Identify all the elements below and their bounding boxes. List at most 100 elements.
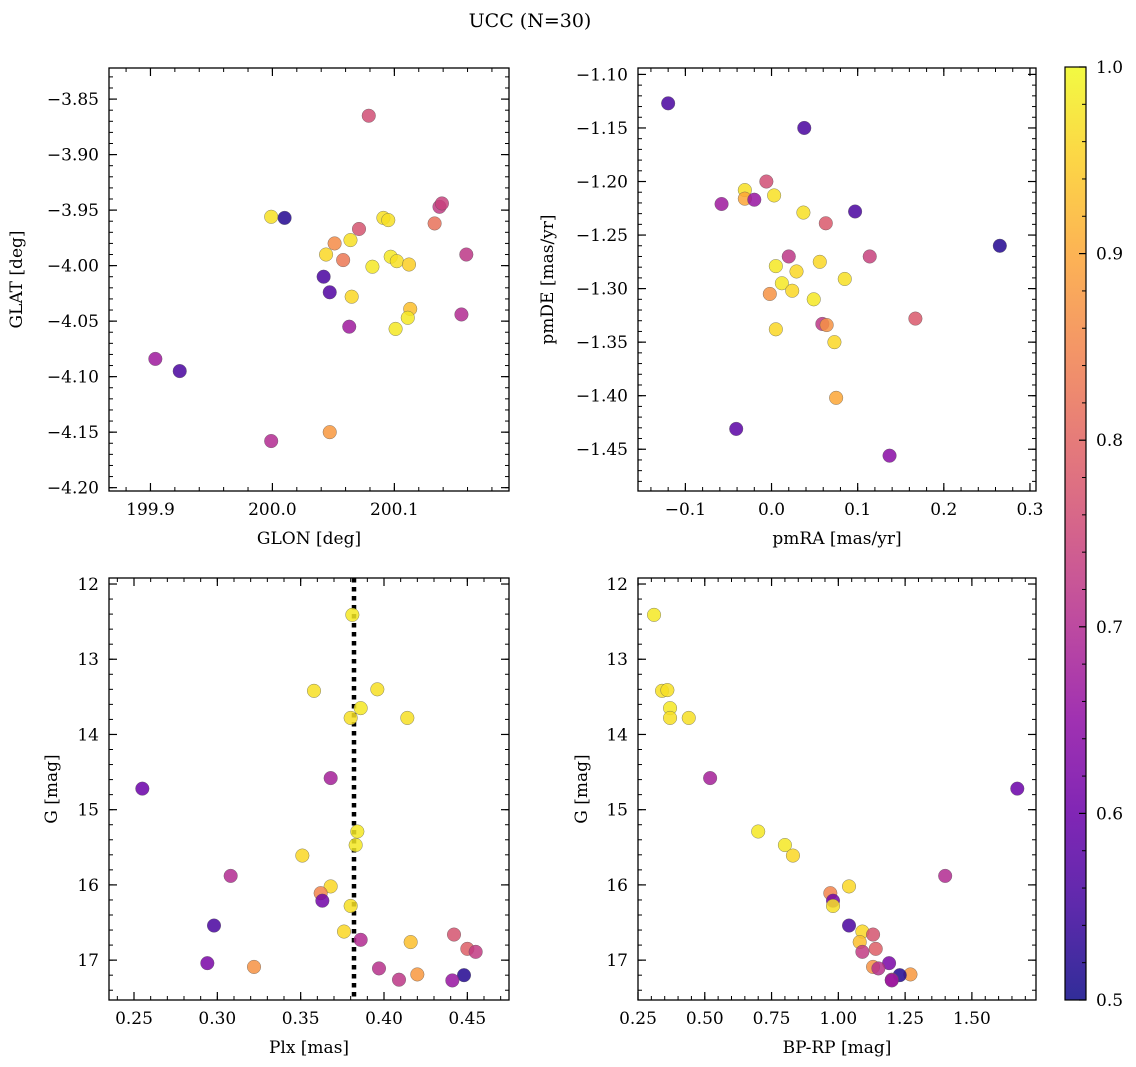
scatter-point	[747, 192, 762, 207]
scatter-point	[351, 221, 367, 237]
scatter-point	[768, 322, 783, 337]
scatter-point	[938, 868, 953, 883]
x-axis-label: BP-RP [mag]	[783, 1038, 892, 1058]
axes-frame	[108, 67, 510, 492]
scatter-point	[646, 607, 662, 622]
scatter-point	[345, 607, 360, 622]
axes-frame	[108, 577, 510, 1001]
x-axis-label: GLON [deg]	[257, 529, 361, 549]
scatter-point	[456, 968, 472, 983]
y-tick-label: −1.35	[576, 333, 628, 353]
scatter-point	[819, 317, 834, 333]
scatter-point	[148, 351, 163, 366]
y-tick-label: 17	[77, 951, 99, 971]
y-tick-label: 14	[606, 725, 628, 745]
scatter-point	[371, 961, 387, 976]
y-tick-label: −1.20	[576, 173, 628, 193]
colorbar-gradient	[1064, 66, 1087, 1001]
y-tick-label: 15	[606, 801, 628, 821]
x-tick-label: 1.25	[886, 1009, 924, 1029]
y-tick-label: −4.20	[47, 479, 99, 499]
scatter-point	[812, 254, 827, 269]
scatter-point	[223, 868, 238, 883]
x-tick-label: 0.1	[844, 500, 871, 520]
scatter-point	[767, 188, 782, 203]
scatter-point	[322, 285, 337, 300]
scatter-point	[400, 310, 415, 325]
scatter-point	[882, 448, 897, 463]
y-tick-label: −4.05	[47, 312, 99, 332]
scatter-point	[841, 918, 857, 933]
scatter-point	[343, 898, 358, 914]
scatter-point	[759, 174, 774, 189]
x-tick-label: 200.0	[248, 500, 297, 520]
scatter-point	[401, 257, 417, 272]
scatter-point	[389, 254, 404, 269]
y-tick-label: 12	[606, 575, 628, 595]
x-tick-label: 0.3	[1016, 500, 1043, 520]
scatter-point	[908, 311, 923, 326]
y-tick-label: 15	[77, 801, 99, 821]
colorbar-tick-label: 0.6	[1096, 804, 1123, 824]
y-tick-label: −4.00	[47, 257, 99, 277]
y-tick-label: 16	[77, 876, 99, 896]
scatter-point	[343, 233, 358, 248]
y-tick-label: 13	[606, 650, 628, 670]
y-tick-label: −4.15	[47, 423, 99, 443]
scatter-point	[866, 927, 881, 942]
scatter-point	[206, 918, 222, 933]
x-tick-label: 0.0	[758, 500, 785, 520]
scatter-point	[661, 96, 676, 111]
scatter-point	[871, 961, 886, 976]
colorbar-tick-label: 0.7	[1096, 618, 1123, 638]
scatter-point	[323, 879, 338, 894]
y-axis-label: G [mag]	[42, 754, 62, 823]
panel-2: −0.1 0.0 0.1 0.2 0.3 −1.10 −1.15 −1.20 −1.25 −1.3…	[538, 65, 1043, 549]
scatter-point	[322, 425, 337, 440]
y-tick-label: 12	[77, 575, 99, 595]
scatter-point	[370, 682, 385, 697]
y-tick-label: −1.15	[576, 119, 628, 139]
y-tick-label: 17	[606, 951, 628, 971]
scatter-point	[342, 319, 357, 334]
scatter-point	[681, 710, 696, 725]
panel-3: 0.25 0.30 0.35 0.40 0.45 12 13 14 15 16 17 Plx [mas…	[42, 575, 510, 1058]
colorbar-tick-label: 1.0	[1096, 58, 1123, 78]
scatter-point	[427, 216, 442, 231]
scatter-point	[348, 837, 363, 853]
scatter-point	[327, 236, 342, 251]
scatter-point	[172, 364, 187, 379]
x-tick-label: 0.2	[930, 500, 957, 520]
scatter-point	[434, 196, 449, 211]
scatter-point	[774, 276, 789, 291]
y-tick-label: −3.85	[47, 90, 99, 110]
scatter-point	[277, 210, 292, 225]
y-tick-label: −3.95	[47, 201, 99, 221]
scatter-point	[361, 108, 376, 123]
x-tick-label: 199.9	[126, 500, 175, 520]
scatter-point	[663, 710, 678, 725]
scatter-point	[785, 848, 800, 863]
x-tick-label: 0.75	[753, 1009, 791, 1029]
scatter-point	[825, 898, 841, 914]
y-tick-label: −1.10	[576, 65, 628, 85]
scatter-point	[703, 771, 718, 786]
x-tick-label: 200.1	[370, 500, 419, 520]
scatter-point	[388, 321, 403, 336]
scatter-point	[353, 932, 368, 947]
scatter-point	[365, 259, 380, 274]
scatter-point	[135, 781, 150, 796]
scatter-point	[400, 710, 415, 725]
colorbar-tick-label: 0.5	[1096, 991, 1123, 1011]
scatter-point	[391, 972, 407, 987]
scatter-point	[729, 421, 744, 436]
scatter-point	[344, 289, 359, 304]
y-tick-label: 14	[77, 725, 99, 745]
scatter-point	[868, 941, 883, 956]
scatter-point	[827, 335, 842, 350]
scatter-point	[785, 283, 800, 298]
scatter-point	[445, 973, 460, 988]
scatter-point	[884, 973, 899, 988]
scatter-point	[992, 238, 1007, 253]
axes-frame	[637, 67, 1037, 492]
